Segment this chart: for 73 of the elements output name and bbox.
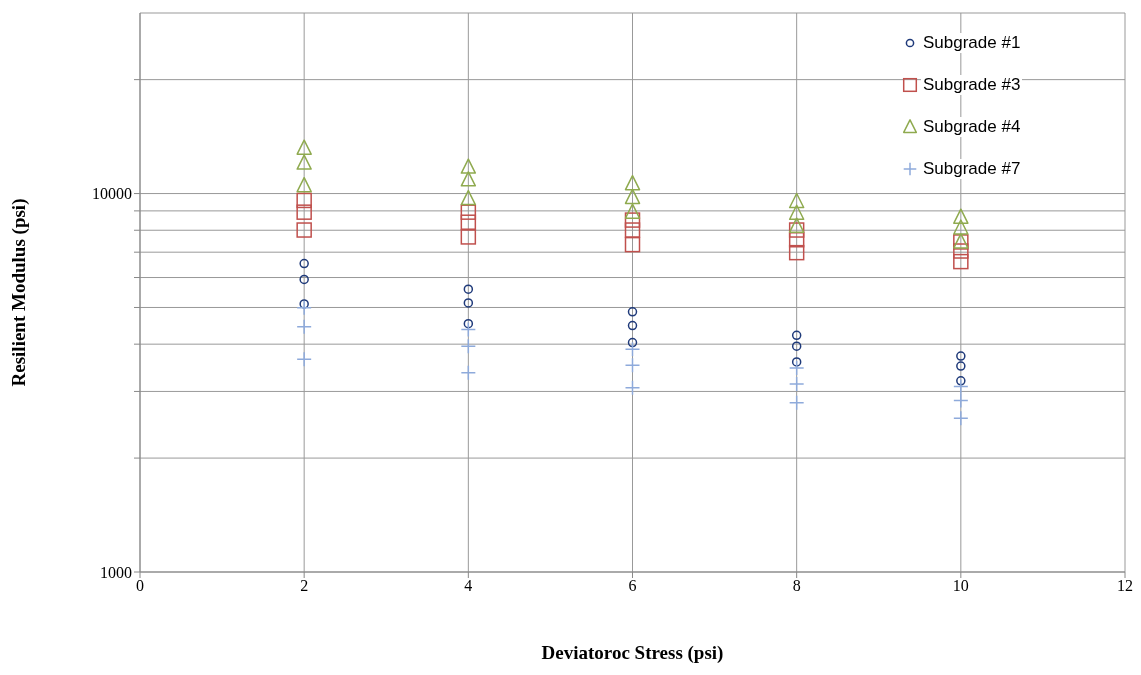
point xyxy=(296,154,312,170)
point xyxy=(791,330,802,341)
point xyxy=(460,171,477,187)
point xyxy=(624,174,641,191)
point xyxy=(956,376,966,386)
point xyxy=(788,376,805,392)
point xyxy=(624,212,641,228)
point xyxy=(299,258,309,269)
point xyxy=(460,189,477,206)
x-tick-label: 2 xyxy=(300,577,309,595)
point xyxy=(788,217,805,233)
point xyxy=(956,351,966,361)
point xyxy=(296,192,312,209)
point xyxy=(460,214,477,230)
point xyxy=(788,204,805,221)
point xyxy=(296,318,312,335)
point xyxy=(788,232,805,248)
point xyxy=(953,219,969,235)
y-tick-label: 1000 xyxy=(100,563,132,581)
point xyxy=(624,379,641,396)
point xyxy=(460,321,477,338)
point xyxy=(460,365,477,381)
point xyxy=(296,176,312,193)
point xyxy=(463,298,474,308)
point xyxy=(460,229,477,245)
point xyxy=(624,236,641,253)
point xyxy=(788,244,805,261)
point xyxy=(956,361,966,371)
point xyxy=(788,360,805,376)
point xyxy=(953,392,969,409)
point xyxy=(953,243,969,259)
point xyxy=(624,188,641,205)
x-tick-label: 12 xyxy=(1117,577,1133,595)
point xyxy=(299,274,309,285)
point xyxy=(953,208,969,224)
x-tick-label: 4 xyxy=(464,577,473,595)
point xyxy=(296,222,312,238)
point xyxy=(460,204,477,220)
point xyxy=(299,299,309,309)
point xyxy=(953,410,969,426)
point xyxy=(791,357,802,367)
point xyxy=(296,204,312,220)
legend-label: Subgrade #4 xyxy=(921,117,1023,137)
point xyxy=(788,192,805,209)
point xyxy=(460,338,477,354)
point xyxy=(296,300,312,316)
point xyxy=(627,320,638,331)
point xyxy=(296,351,312,367)
point xyxy=(953,378,969,395)
point xyxy=(296,139,312,155)
point xyxy=(953,253,969,270)
x-axis-title: Deviatoroc Stress (psi) xyxy=(541,642,724,664)
point xyxy=(788,395,805,411)
x-tick-label: 0 xyxy=(136,577,144,595)
point xyxy=(463,318,474,329)
x-tick-label: 8 xyxy=(792,577,801,595)
point xyxy=(624,222,641,238)
y-axis-title: Resilient Modulus (psi) xyxy=(7,198,30,387)
legend-label: Subgrade #3 xyxy=(921,75,1023,95)
point xyxy=(624,341,641,357)
point xyxy=(463,284,474,294)
x-tick-label: 6 xyxy=(628,577,637,595)
x-tick-label: 10 xyxy=(952,577,969,595)
point xyxy=(624,357,641,373)
point xyxy=(788,222,805,238)
point xyxy=(791,341,802,351)
point xyxy=(624,203,641,219)
legend-label: Subgrade #1 xyxy=(921,33,1023,53)
point xyxy=(627,307,638,317)
point xyxy=(627,337,638,348)
point xyxy=(460,158,477,174)
y-tick-label: 10000 xyxy=(92,185,132,203)
legend-label: Subgrade #7 xyxy=(921,159,1023,179)
